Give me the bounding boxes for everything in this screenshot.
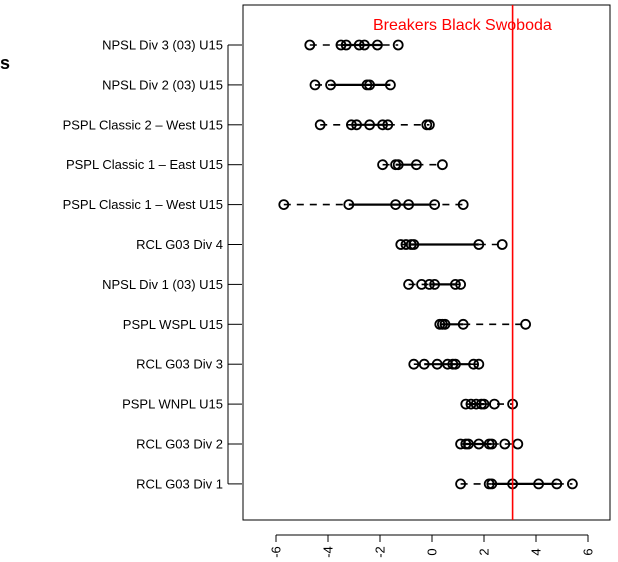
data-point <box>410 159 422 171</box>
plot-layer: NPSL Div 3 (03) U15 NPSL Div 2 (03) U15 PS… <box>63 4 611 558</box>
data-point <box>465 398 477 410</box>
y-tick-label: RCL G03 Div 3 <box>136 357 223 372</box>
data-point <box>304 39 316 51</box>
data-point <box>442 358 454 370</box>
data-point <box>345 119 357 131</box>
y-tick-label: NPSL Div 1 (03) U15 <box>102 277 223 292</box>
data-point <box>314 119 326 131</box>
data-point <box>392 39 404 51</box>
reference-label: Breakers Black Swoboda <box>373 17 552 34</box>
y-tick-label: NPSL Div 2 (03) U15 <box>102 77 223 92</box>
data-point <box>382 119 394 131</box>
x-tick-label: 4 <box>529 548 544 555</box>
y-tick-label: PSPL Classic 1 – East U15 <box>66 157 223 172</box>
data-point <box>358 39 370 51</box>
data-point <box>418 358 430 370</box>
data-point <box>488 398 500 410</box>
data-point <box>384 79 396 91</box>
data-point <box>462 438 474 450</box>
data-point <box>351 119 363 131</box>
data-point <box>468 358 480 370</box>
data-point <box>278 199 290 211</box>
data-point <box>551 478 563 490</box>
y-tick-label: PSPL Classic 1 – West U15 <box>63 197 223 212</box>
data-point <box>449 358 461 370</box>
y-tick-label: PSPL WSPL U15 <box>123 317 223 332</box>
data-point <box>455 438 467 450</box>
data-point <box>431 358 443 370</box>
y-tick-label: RCL G03 Div 1 <box>136 476 223 491</box>
data-point <box>408 358 420 370</box>
plot-frame <box>242 4 611 521</box>
data-point <box>377 119 389 131</box>
data-point <box>403 278 415 290</box>
data-point <box>353 39 365 51</box>
data-point <box>457 318 469 330</box>
data-point <box>423 278 435 290</box>
x-tick-label: 2 <box>477 548 492 555</box>
data-point <box>470 398 482 410</box>
x-tick-label: -4 <box>321 546 336 558</box>
data-point <box>343 199 355 211</box>
data-point <box>439 318 451 330</box>
x-tick-label: -2 <box>373 546 388 558</box>
data-point <box>340 39 352 51</box>
data-point <box>390 199 402 211</box>
data-point <box>567 478 578 490</box>
data-point <box>449 278 461 290</box>
data-point <box>309 79 321 91</box>
y-tick-label: PSPL WNPL U15 <box>122 397 223 412</box>
data-point <box>423 119 435 131</box>
data-point <box>473 239 485 250</box>
data-point <box>371 39 383 51</box>
data-point <box>455 278 467 290</box>
data-point <box>395 239 407 250</box>
data-point <box>364 79 376 91</box>
x-tick-label: 6 <box>581 548 596 555</box>
data-point <box>403 199 415 211</box>
y-tick-label: RCL G03 Div 2 <box>136 437 223 452</box>
data-point <box>335 39 347 51</box>
data-point <box>486 438 498 450</box>
data-point <box>499 438 511 450</box>
y-tick-label: NPSL Div 3 (03) U15 <box>102 38 223 53</box>
data-point <box>473 438 485 450</box>
data-point <box>486 478 498 490</box>
data-point <box>473 358 485 370</box>
data-point <box>416 278 428 290</box>
data-point <box>364 119 376 131</box>
data-point <box>533 478 544 490</box>
data-point <box>400 239 412 250</box>
data-point <box>377 159 389 171</box>
data-point <box>408 239 420 250</box>
data-point <box>436 159 448 171</box>
y-tick-label: PSPL Classic 2 – West U15 <box>63 117 223 132</box>
data-point <box>520 318 531 330</box>
data-point <box>478 398 490 410</box>
data-point <box>457 199 469 211</box>
data-point <box>455 478 467 490</box>
data-point <box>429 199 441 211</box>
data-point <box>496 239 508 250</box>
data-point <box>460 398 472 410</box>
data-point <box>429 278 441 290</box>
x-tick-label: -6 <box>269 546 284 558</box>
y-tick-label: RCL G03 Div 4 <box>136 237 223 252</box>
data-point <box>392 159 404 171</box>
data-point <box>325 79 337 91</box>
stray-text: s <box>0 53 10 73</box>
x-tick-label: 0 <box>425 548 440 555</box>
